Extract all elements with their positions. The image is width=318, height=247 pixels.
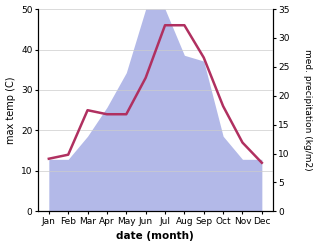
Y-axis label: max temp (C): max temp (C) [5, 76, 16, 144]
Y-axis label: med. precipitation (kg/m2): med. precipitation (kg/m2) [303, 49, 313, 171]
X-axis label: date (month): date (month) [116, 231, 194, 242]
